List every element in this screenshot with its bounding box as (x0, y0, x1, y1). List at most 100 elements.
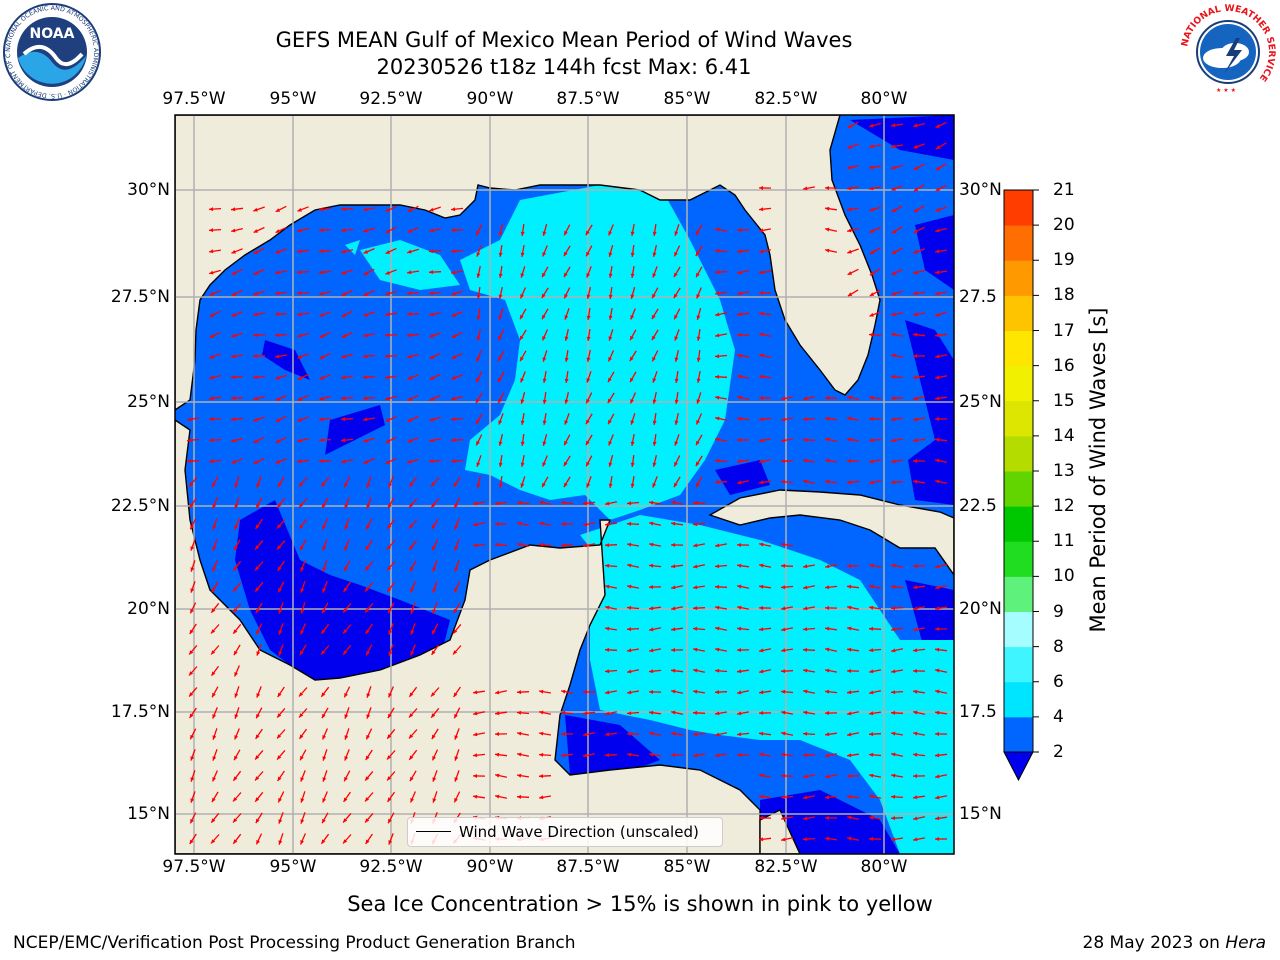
wave-direction-arrowhead (212, 567, 216, 572)
wave-direction-arrowhead (189, 650, 194, 655)
wave-direction-arrowhead (737, 333, 741, 337)
wave-direction-arrowhead (498, 398, 502, 404)
wave-direction-arrowhead (715, 395, 720, 400)
wave-direction-arrowhead (278, 609, 283, 614)
wave-direction-arrowhead (363, 292, 368, 296)
wave-direction-arrowhead (869, 123, 874, 128)
wave-direction-arrowhead (363, 312, 368, 317)
colorbar-segment (1004, 225, 1033, 261)
wave-direction-arrowhead (388, 693, 392, 698)
wave-direction-arrowhead (649, 606, 654, 611)
wave-direction-arrowhead (825, 227, 830, 232)
wave-direction-arrowhead (715, 227, 720, 232)
wave-direction-arrowhead (891, 627, 896, 632)
wave-direction-arrowhead (517, 794, 522, 799)
wave-direction-arrowhead (913, 752, 918, 757)
wave-direction-arrowhead (209, 375, 214, 380)
wave-direction-arrowhead (476, 252, 481, 257)
wave-direction-arrowhead (608, 483, 613, 488)
wave-direction-arrowhead (627, 542, 632, 547)
wave-direction-arrowhead (319, 355, 325, 359)
wave-direction-arrowhead (365, 797, 370, 802)
wave-direction-arrowhead (321, 839, 326, 844)
wave-direction-arrowhead (388, 840, 393, 845)
wave-direction-arrowhead (759, 837, 764, 842)
wave-direction-arrowhead (605, 605, 610, 610)
wave-direction-arrowhead (212, 756, 217, 761)
wave-direction-arrowhead (869, 229, 874, 233)
wave-direction-arrowhead (431, 713, 436, 718)
wave-direction-arrowhead (253, 333, 258, 338)
wave-direction-arrowhead (935, 312, 940, 317)
wave-direction-arrowhead (674, 251, 678, 257)
wave-direction-arrowhead (297, 397, 303, 401)
wave-direction-arrowhead (432, 798, 437, 803)
wave-direction-arrowhead (847, 711, 852, 716)
wave-direction-arrowhead (211, 671, 216, 676)
wave-direction-arrowhead (674, 461, 678, 467)
wave-direction-arrowhead (454, 777, 459, 782)
wave-direction-arrowhead (542, 420, 547, 425)
wave-direction-arrowhead (211, 587, 216, 593)
wave-direction-arrowhead (847, 271, 853, 275)
wave-direction-arrowhead (737, 669, 742, 674)
wave-direction-arrowhead (935, 732, 939, 736)
wave-direction-arrowhead (891, 837, 896, 842)
colorbar-tick-label: 6 (1053, 671, 1064, 692)
wave-direction-arrowhead (759, 584, 764, 589)
colorbar-segment (1004, 576, 1033, 612)
chart-title: GEFS MEAN Gulf of Mexico Mean Period of … (275, 28, 853, 52)
wave-direction-arrowhead (935, 458, 940, 463)
wave-direction-arrowhead (498, 483, 503, 488)
wave-direction-arrowhead (365, 545, 370, 550)
wave-direction-arrowhead (825, 689, 830, 694)
wave-direction-arrowhead (256, 630, 260, 635)
wave-direction-arrowhead (190, 756, 195, 761)
wave-direction-arrowhead (363, 438, 368, 443)
wave-direction-arrowhead (913, 816, 918, 821)
wave-direction-arrowhead (431, 734, 436, 740)
wave-direction-arrowhead (759, 690, 764, 695)
lon-tick-label: 95°W (269, 89, 317, 109)
wave-direction-arrowhead (322, 818, 326, 824)
wave-direction-arrowhead (586, 294, 591, 299)
wave-direction-arrowhead (385, 460, 391, 464)
colorbar-tick-label: 2 (1053, 742, 1064, 762)
wave-direction-arrowhead (300, 798, 305, 803)
wave-direction-arrowhead (429, 207, 434, 212)
wave-direction-arrowhead (737, 690, 742, 695)
wave-direction-arrowhead (517, 690, 522, 695)
wave-direction-arrowhead (891, 312, 896, 317)
wave-direction-arrowhead (363, 333, 368, 338)
wave-direction-arrowhead (891, 606, 896, 611)
wave-direction-arrowhead (605, 543, 610, 548)
wave-direction-arrowhead (300, 545, 304, 551)
wave-direction-arrowhead (319, 312, 324, 317)
wave-direction-arrowhead (233, 608, 238, 613)
wave-direction-arrowhead (891, 584, 896, 589)
wave-direction-arrowhead (696, 420, 700, 425)
wave-direction-arrowhead (299, 713, 304, 718)
wave-direction-arrowhead (869, 794, 874, 799)
wave-direction-arrowhead (365, 608, 370, 613)
wave-direction-arrowhead (344, 504, 349, 509)
wave-direction-arrowhead (233, 650, 238, 656)
wave-direction-arrowhead (781, 648, 786, 653)
wave-direction-arrowhead (343, 797, 348, 802)
wave-direction-arrowhead (410, 798, 414, 803)
wave-direction-arrowhead (209, 249, 214, 254)
wave-direction-arrowhead (209, 438, 214, 443)
wave-direction-arrowhead (365, 818, 370, 823)
wave-direction-arrowhead (190, 608, 194, 614)
lat-tick-label: 20°N (127, 599, 170, 619)
wave-direction-arrowhead (231, 438, 236, 443)
wave-direction-arrowhead (891, 165, 896, 170)
wave-direction-arrowhead (759, 228, 764, 233)
wave-direction-arrowhead (255, 545, 260, 550)
wave-direction-arrowhead (388, 818, 392, 824)
wave-direction-arrowhead (847, 249, 852, 254)
lat-tick-label: 27.5 (959, 287, 997, 307)
wave-direction-arrowhead (891, 752, 896, 757)
wave-direction-arrowhead (475, 398, 480, 404)
wave-direction-arrowhead (385, 270, 390, 275)
